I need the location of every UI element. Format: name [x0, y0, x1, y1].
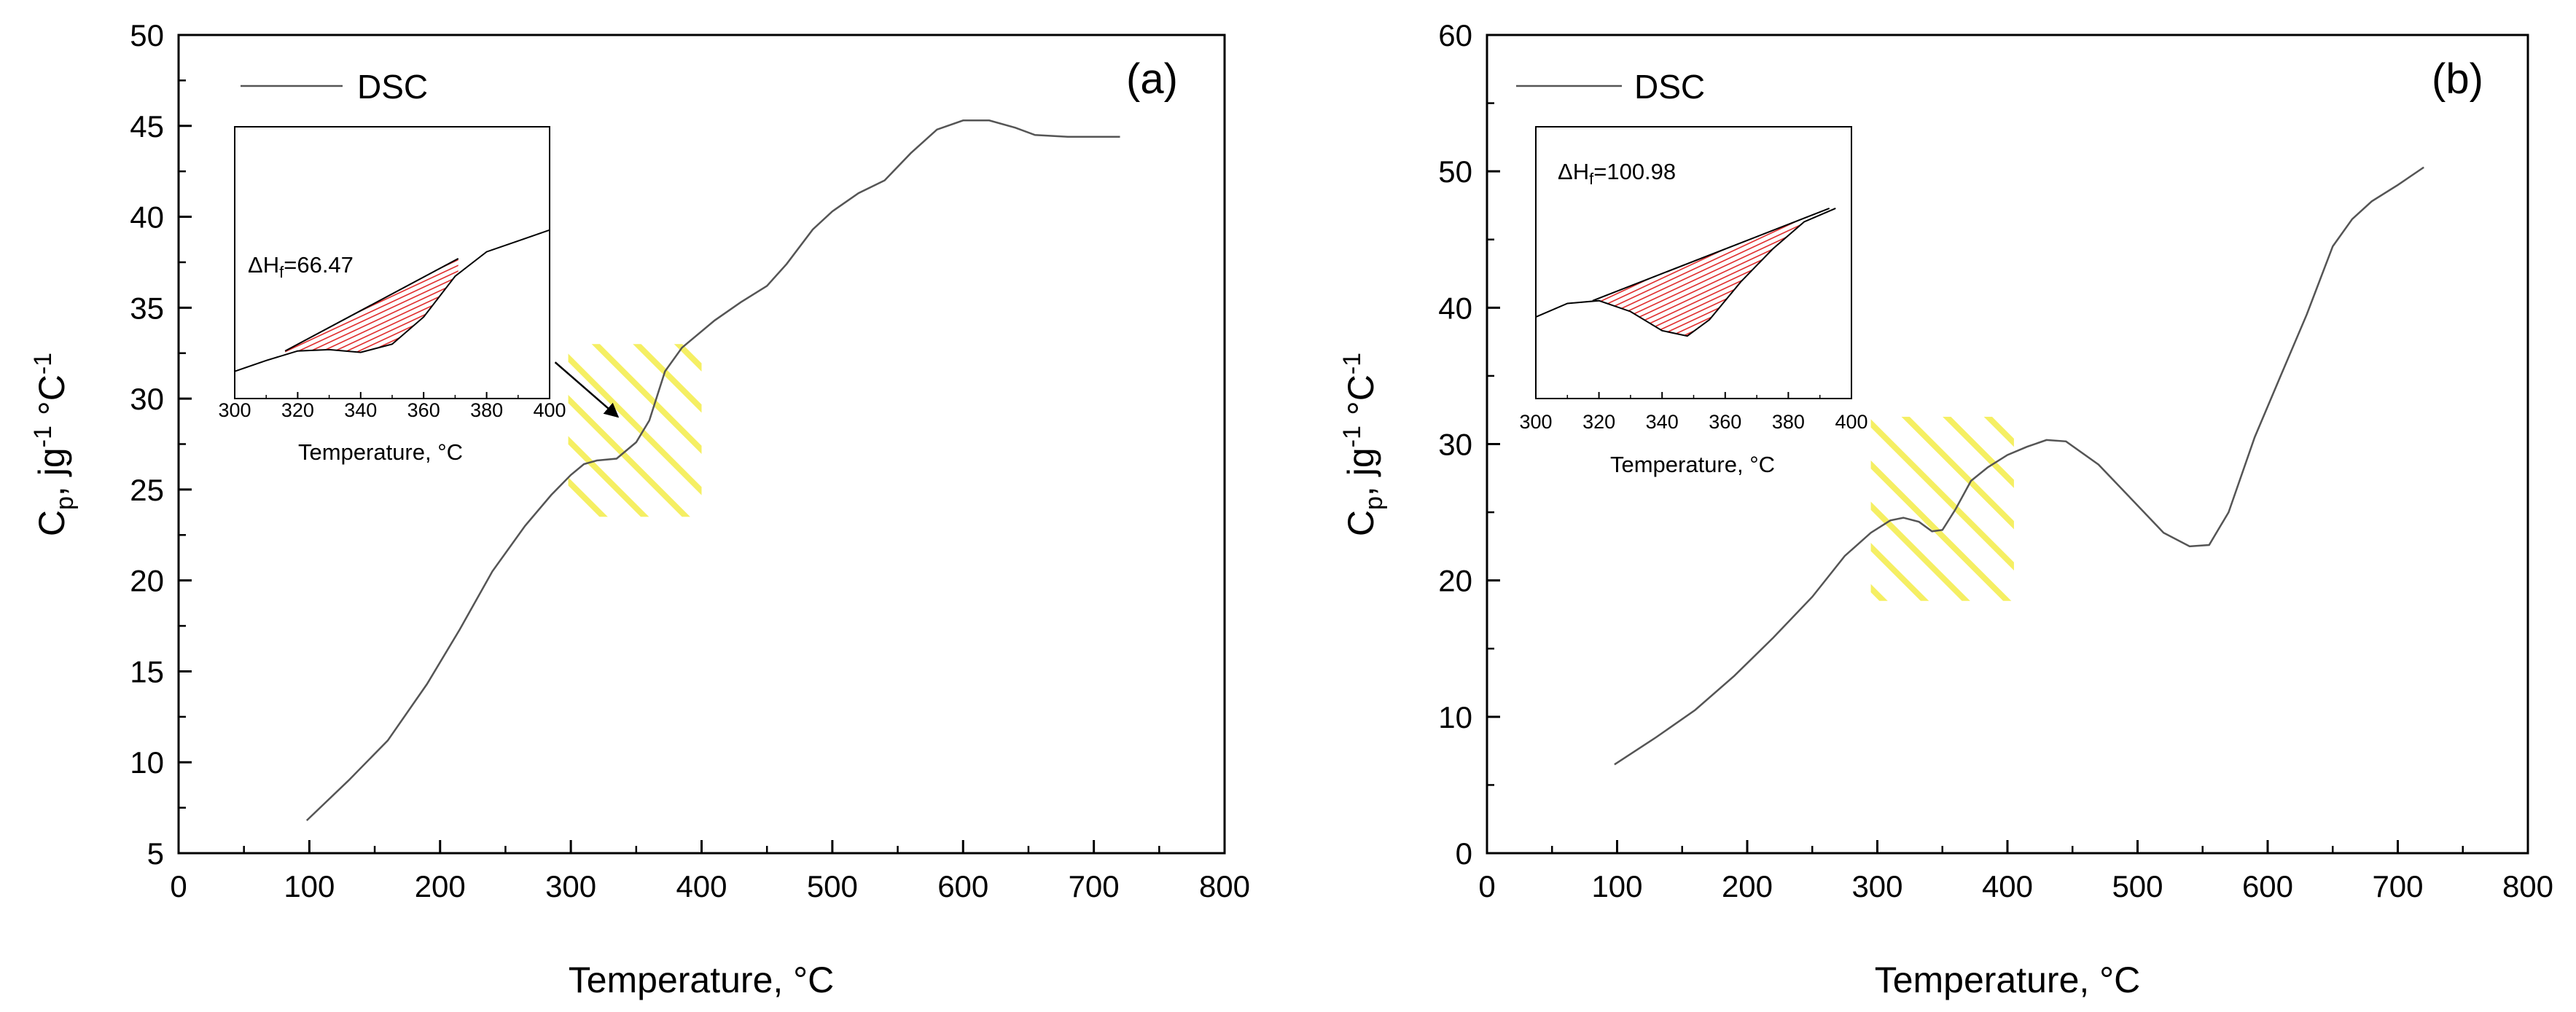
x-tick-label: 700: [2372, 869, 2423, 903]
x-tick-label: 300: [545, 869, 596, 903]
panel-b-inset-annot-value: =100.98: [1593, 159, 1676, 184]
panel-b-legend-label: DSC: [1634, 68, 1705, 106]
x-tick-label: 400: [676, 869, 727, 903]
panel-b-inset: 300 320 340 360 380 400 Temperature, °C ΔHf=1…: [1519, 126, 1868, 477]
x-tick-label: 300: [1851, 869, 1902, 903]
x-tick-label: 200: [415, 869, 466, 903]
x-tick-label: 500: [807, 869, 858, 903]
x-tick-label: 800: [1199, 869, 1250, 903]
y-tick-label: 10: [1438, 700, 1472, 734]
y-tick-label: 20: [1438, 564, 1472, 598]
y-tick-label: 30: [130, 382, 164, 416]
panel-a-y-label-sup2: -1: [29, 353, 57, 374]
panel-a-inset-x-ticks: 300 320 340 360 380 400: [218, 392, 566, 421]
panel-b-inset-annot-sub: f: [1589, 170, 1594, 188]
inset-x-tick-label: 320: [281, 399, 314, 421]
panel-a-y-label-sup1: -1: [29, 425, 57, 447]
inset-x-tick-label: 400: [1835, 411, 1867, 433]
inset-x-tick-label: 320: [1582, 411, 1615, 433]
panel-b-highlight: [1870, 417, 2014, 601]
panel-b-x-ticks: 0 100 200 300 400 500 600 700 800: [1478, 840, 2553, 903]
y-tick-label: 60: [1438, 18, 1472, 52]
panel-b-y-label-sup1: -1: [1338, 425, 1366, 447]
x-tick-label: 100: [284, 869, 335, 903]
panel-a-inset-curve: [234, 229, 550, 372]
inset-x-tick-label: 360: [407, 399, 440, 421]
y-tick-label: 45: [130, 109, 164, 144]
panel-b-y-axis-label: Cp, jg-1 °C-1: [1338, 353, 1388, 536]
panel-a-inset-annot-base: ΔH: [248, 252, 279, 278]
panel-a-label: (a): [1126, 55, 1178, 103]
y-tick-label: 0: [1456, 836, 1472, 871]
x-tick-label: 600: [937, 869, 988, 903]
panel-b-inset-x-ticks: 300 320 340 360 380 400: [1519, 392, 1868, 433]
y-tick-label: 30: [1438, 428, 1472, 462]
panel-a-inset-hatch: [285, 258, 458, 355]
panel-b-inset-x-label: Temperature, °C: [1610, 452, 1775, 477]
y-tick-label: 35: [130, 291, 164, 325]
panel-a-inset-annotation: ΔHf=66.47: [248, 252, 354, 281]
inset-x-tick-label: 340: [1646, 411, 1679, 433]
y-tick-label: 20: [130, 564, 164, 598]
x-tick-label: 500: [2112, 869, 2163, 903]
y-tick-label: 40: [130, 200, 164, 235]
panel-a-inset-baseline: [284, 258, 459, 352]
panel-b-inset-baseline: [1592, 207, 1830, 302]
panel-b-dsc-line: [1614, 166, 2424, 766]
panel-b-inset-annot-base: ΔH: [1558, 159, 1589, 184]
panel-b-y-label-sub: p: [1360, 496, 1388, 510]
x-tick-label: 0: [170, 869, 187, 903]
panel-b-inset-curve: [1535, 207, 1836, 337]
y-tick-label: 40: [1438, 291, 1472, 325]
panel-b-y-label-tail: °C: [1340, 374, 1381, 425]
y-tick-label: 10: [130, 745, 164, 780]
panel-a-inset-annot-sub: f: [279, 263, 284, 281]
panel-b-x-axis-label: Temperature, °C: [1875, 960, 2141, 1000]
x-tick-label: 100: [1591, 869, 1642, 903]
panel-b-y-label-mid: , jg: [1340, 447, 1381, 496]
x-tick-label: 0: [1478, 869, 1495, 903]
x-tick-label: 200: [1722, 869, 1773, 903]
panel-a-inset-annot-value: =66.47: [284, 252, 354, 278]
panel-b-inset-annotation: ΔHf=100.98: [1558, 159, 1676, 188]
x-tick-label: 700: [1069, 869, 1120, 903]
panel-b-y-ticks: 0 10 20 30 40 50 60: [1438, 18, 1500, 871]
y-tick-label: 50: [1438, 154, 1472, 189]
panel-a-legend-label: DSC: [357, 68, 428, 106]
panel-a-dsc-line: [305, 119, 1120, 822]
panel-b-y-label-sup2: -1: [1338, 353, 1366, 374]
panel-a-x-axis-label: Temperature, °C: [569, 960, 835, 1000]
panel-a-highlight: [568, 344, 702, 517]
panel-a-arrow: [554, 361, 620, 418]
x-tick-label: 800: [2502, 869, 2553, 903]
panel-a: 0 100 200 300 400 500 600 700 800 5 10 15 20 25 30 35 4…: [29, 18, 1250, 1000]
y-tick-label: 50: [130, 18, 164, 52]
x-tick-label: 400: [1982, 869, 2033, 903]
y-tick-label: 15: [130, 654, 164, 689]
inset-x-tick-label: 360: [1709, 411, 1741, 433]
panel-a-inset: 300 320 340 360 380 400 Temperature, °C ΔHf=6…: [218, 126, 566, 465]
y-tick-label: 5: [147, 836, 164, 871]
panel-a-x-ticks: 0 100 200 300 400 500 600 700 800: [170, 840, 1250, 903]
panel-a-y-label-base: C: [31, 510, 72, 536]
panel-a-y-label-sub: p: [51, 496, 79, 510]
inset-x-tick-label: 380: [470, 399, 503, 421]
inset-x-tick-label: 400: [533, 399, 566, 421]
panel-b-inset-hatch: [1592, 208, 1830, 337]
panel-a-y-label-mid: , jg: [31, 447, 72, 496]
inset-x-tick-label: 300: [218, 399, 251, 421]
inset-x-tick-label: 380: [1772, 411, 1805, 433]
x-tick-label: 600: [2242, 869, 2293, 903]
panel-a-y-ticks: 5 10 15 20 25 30 35 40 45 50: [130, 18, 192, 871]
panel-b-y-label-base: C: [1340, 510, 1381, 536]
panel-b: 0 100 200 300 400 500 600 700 800 0102030405060 …: [1338, 18, 2553, 1000]
panel-b-label: (b): [2432, 55, 2483, 103]
panel-a-y-label-tail: °C: [31, 374, 72, 425]
panel-a-y-axis-label: Cp, jg-1 °C-1: [29, 353, 79, 536]
y-tick-label: 25: [130, 473, 164, 507]
inset-x-tick-label: 300: [1519, 411, 1552, 433]
panel-a-inset-x-label: Temperature, °C: [298, 439, 463, 465]
inset-x-tick-label: 340: [344, 399, 377, 421]
